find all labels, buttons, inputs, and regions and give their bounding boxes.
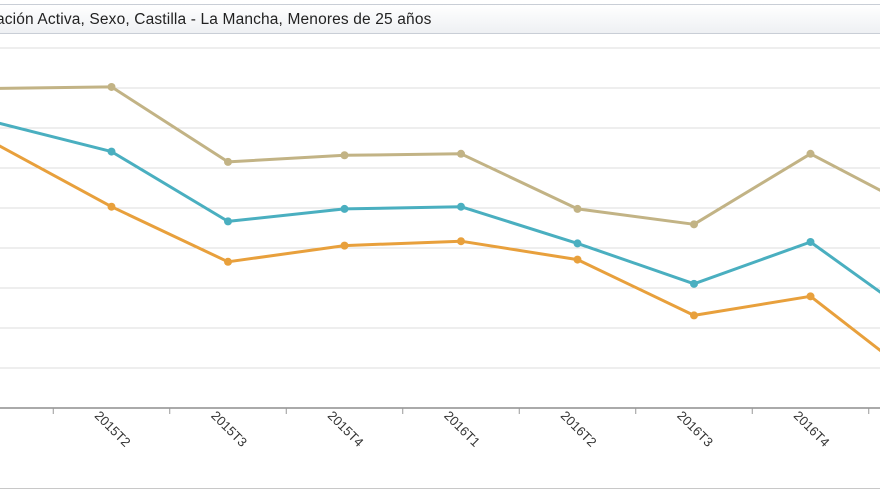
series-3	[0, 144, 880, 353]
data-point	[340, 241, 349, 250]
x-tick-label: 2016T3	[674, 408, 716, 450]
x-tick-label: 2016T4	[791, 408, 833, 450]
data-point	[224, 217, 232, 226]
data-point	[573, 255, 582, 264]
x-tick-label: 2016T1	[441, 408, 483, 450]
bottom-divider	[0, 488, 880, 489]
data-point	[690, 279, 698, 288]
data-point	[690, 311, 698, 320]
series-2	[0, 121, 880, 294]
series-1	[0, 82, 880, 229]
chart-title-bar: ación Activa, Sexo, Castilla - La Mancha…	[0, 4, 880, 34]
x-axis	[0, 407, 880, 414]
data-point	[690, 220, 698, 229]
data-point	[107, 82, 116, 91]
x-tick-label: 2015T3	[208, 408, 250, 450]
x-tick-label: 2015T4	[325, 408, 367, 450]
data-point	[573, 239, 582, 248]
data-point	[224, 157, 232, 166]
data-point	[457, 149, 465, 158]
data-point	[457, 237, 465, 246]
data-point	[107, 202, 116, 211]
x-tick-label: 2016T2	[558, 408, 600, 450]
data-point	[340, 204, 349, 213]
series-group	[0, 82, 880, 353]
data-point	[806, 237, 815, 246]
x-tick-labels: 2015T2 2015T3 2015T4 2016T1 2016T2 2016T3 2016…	[92, 408, 833, 450]
data-point	[806, 149, 815, 158]
data-point	[107, 147, 116, 156]
x-tick-label: 2015T2	[92, 408, 134, 450]
data-point	[806, 292, 815, 301]
series-line	[0, 85, 880, 226]
chart-title: ación Activa, Sexo, Castilla - La Mancha…	[0, 11, 432, 28]
data-point	[340, 151, 349, 160]
data-point	[457, 202, 465, 211]
data-point	[573, 204, 582, 213]
data-point	[224, 257, 232, 266]
